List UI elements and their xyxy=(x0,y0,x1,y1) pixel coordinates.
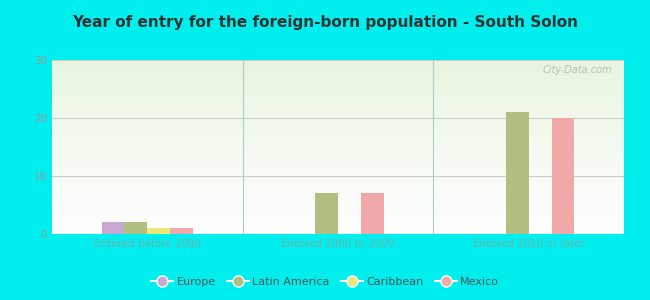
Bar xyxy=(361,194,384,234)
Bar xyxy=(124,222,148,234)
Legend: Europe, Latin America, Caribbean, Mexico: Europe, Latin America, Caribbean, Mexico xyxy=(146,273,504,291)
Text: Year of entry for the foreign-born population - South Solon: Year of entry for the foreign-born popul… xyxy=(72,15,578,30)
Bar xyxy=(148,228,170,234)
Bar xyxy=(101,222,124,234)
Text: City-Data.com: City-Data.com xyxy=(543,65,612,75)
Bar xyxy=(506,112,528,234)
Bar xyxy=(315,194,338,234)
Bar xyxy=(552,118,575,234)
Bar xyxy=(170,228,193,234)
